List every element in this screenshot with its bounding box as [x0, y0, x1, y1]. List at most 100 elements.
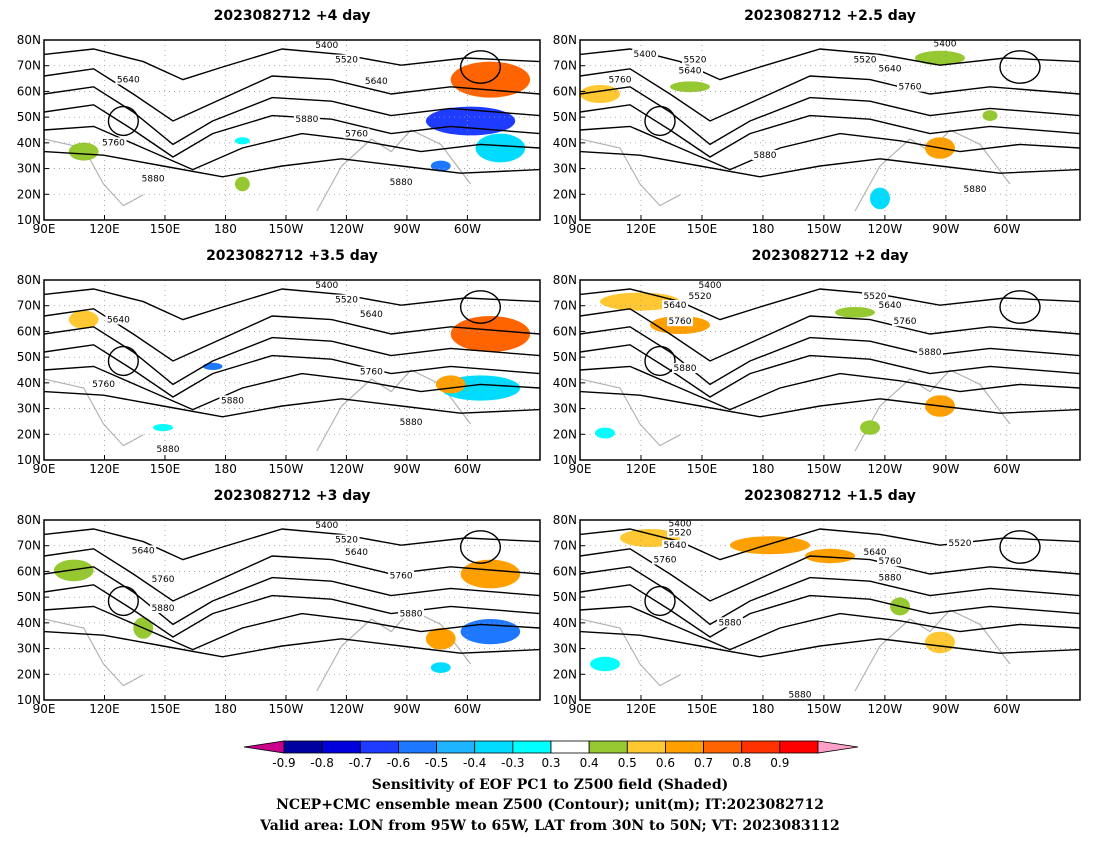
contour-label-bg: [130, 545, 157, 556]
colorbar-box: [703, 740, 743, 754]
z500-contour: [580, 605, 1080, 651]
colorbar-box: [359, 740, 399, 754]
z500-contour: [44, 344, 540, 398]
contour-label-bg: [672, 363, 698, 373]
contour-label: 5760: [345, 129, 368, 139]
coastline: [44, 378, 144, 447]
sensitivity-shade: [580, 85, 620, 103]
contour-label: 5640: [664, 541, 687, 551]
sensitivity-shade: [925, 631, 955, 654]
lat-tick-label: 40N: [17, 376, 41, 390]
lat-tick-label: 70N: [17, 59, 41, 73]
z500-contour: [44, 326, 540, 386]
lat-tick-label: 50N: [553, 350, 577, 364]
contour-label-bg: [293, 114, 320, 124]
colorbar-tick-label: 0.5: [618, 756, 637, 770]
contour-label-bg: [917, 346, 943, 357]
lon-tick-label: 120W: [867, 222, 902, 236]
contour-label-bg: [140, 173, 167, 184]
contour-label-bg: [947, 538, 973, 549]
z500-contour: [999, 290, 1041, 324]
z500-contour: [580, 390, 1080, 418]
lon-tick-label: 150W: [807, 462, 842, 476]
lat-tick-label: 20N: [17, 187, 41, 201]
contour-label-bg: [892, 316, 918, 327]
lat-tick-label: 30N: [553, 402, 577, 416]
lat-tick-label: 50N: [17, 350, 41, 364]
contour-label: 5880: [295, 115, 318, 125]
contour-label: 5880: [789, 690, 812, 700]
lat-tick-label: 80N: [17, 273, 41, 287]
lon-tick-label: 180: [751, 222, 774, 236]
sensitivity-shade: [153, 424, 173, 432]
colorbar-box: [550, 740, 590, 754]
colorbar-tick-label: -0.8: [310, 756, 333, 770]
sensitivity-shade: [450, 316, 531, 352]
colorbar-tick-label: 0.4: [580, 756, 599, 770]
contour-label-bg: [363, 76, 390, 87]
contour-label: 5760: [609, 75, 632, 85]
sensitivity-shade: [435, 375, 466, 394]
contour-label: 5760: [102, 138, 125, 148]
lat-tick-label: 10N: [553, 213, 577, 227]
contour-label: 5880: [919, 348, 942, 358]
contour-label: 5880: [157, 445, 180, 455]
colorbar-box: [779, 740, 819, 754]
contour-label-bg: [662, 540, 688, 550]
lon-tick-label: 150E: [150, 462, 181, 476]
contour-label-bg: [115, 74, 142, 85]
colorbar-tick-label: 0.9: [770, 756, 789, 770]
z500-contour: [999, 530, 1041, 564]
z500-contour: [580, 548, 1080, 602]
contour-label: 5880: [754, 151, 777, 161]
lat-tick-label: 60N: [17, 324, 41, 338]
z500-contour: [44, 365, 540, 411]
contour-label: 5760: [360, 368, 383, 378]
map-panel: 2023082712 +3 day 5400 5520 5640 5640 5760 576…: [17, 488, 541, 716]
contour-label: 5760: [894, 317, 917, 327]
z500-contour: [459, 50, 502, 84]
lon-tick-label: 60W: [993, 462, 1020, 476]
panel-title: 2023082712 +2.5 day: [744, 8, 916, 24]
contour-label: 5880: [152, 604, 175, 614]
coastline: [44, 138, 144, 207]
colorbar-box: [626, 740, 666, 754]
contour-label-bg: [687, 291, 713, 301]
lon-tick-label: 150W: [269, 222, 304, 236]
sensitivity-shade: [870, 187, 890, 210]
contour-label: 5760: [879, 557, 902, 567]
colorbar-tick-label: -0.7: [349, 756, 372, 770]
contour-label-bg: [150, 574, 177, 585]
lat-tick-label: 30N: [17, 642, 41, 656]
contour-label: 5640: [679, 66, 702, 76]
panel-frame: [579, 279, 1081, 461]
map-panel: 2023082712 +4 day 5400 5520 5640 5640 5760 576…: [17, 8, 541, 236]
z500-contour: [44, 566, 540, 626]
colorbar-tick-label: 0.8: [732, 756, 751, 770]
contour-label-bg: [852, 54, 878, 65]
lon-tick-label: 150E: [687, 222, 718, 236]
lat-tick-label: 60N: [553, 84, 577, 98]
lat-tick-label: 70N: [553, 299, 577, 313]
lat-tick-label: 70N: [17, 299, 41, 313]
sensitivity-shade: [430, 160, 451, 172]
lat-tick-label: 10N: [17, 213, 41, 227]
lat-tick-label: 70N: [17, 539, 41, 553]
z500-contour: [580, 125, 1080, 171]
contour-label: 5520: [689, 292, 712, 302]
panel-title: 2023082712 +1.5 day: [744, 488, 916, 504]
contour-label-bg: [877, 63, 903, 74]
contour-label: 5880: [400, 609, 423, 619]
lon-tick-label: 150E: [150, 702, 181, 716]
z500-contour: [44, 125, 540, 171]
colorbar-tick-label: -0.5: [425, 756, 448, 770]
contour-label: 5640: [345, 548, 368, 558]
sensitivity-shade: [460, 559, 521, 589]
contour-label-bg: [313, 520, 340, 531]
contour-label-bg: [667, 316, 693, 327]
sensitivity-shade: [835, 307, 875, 318]
